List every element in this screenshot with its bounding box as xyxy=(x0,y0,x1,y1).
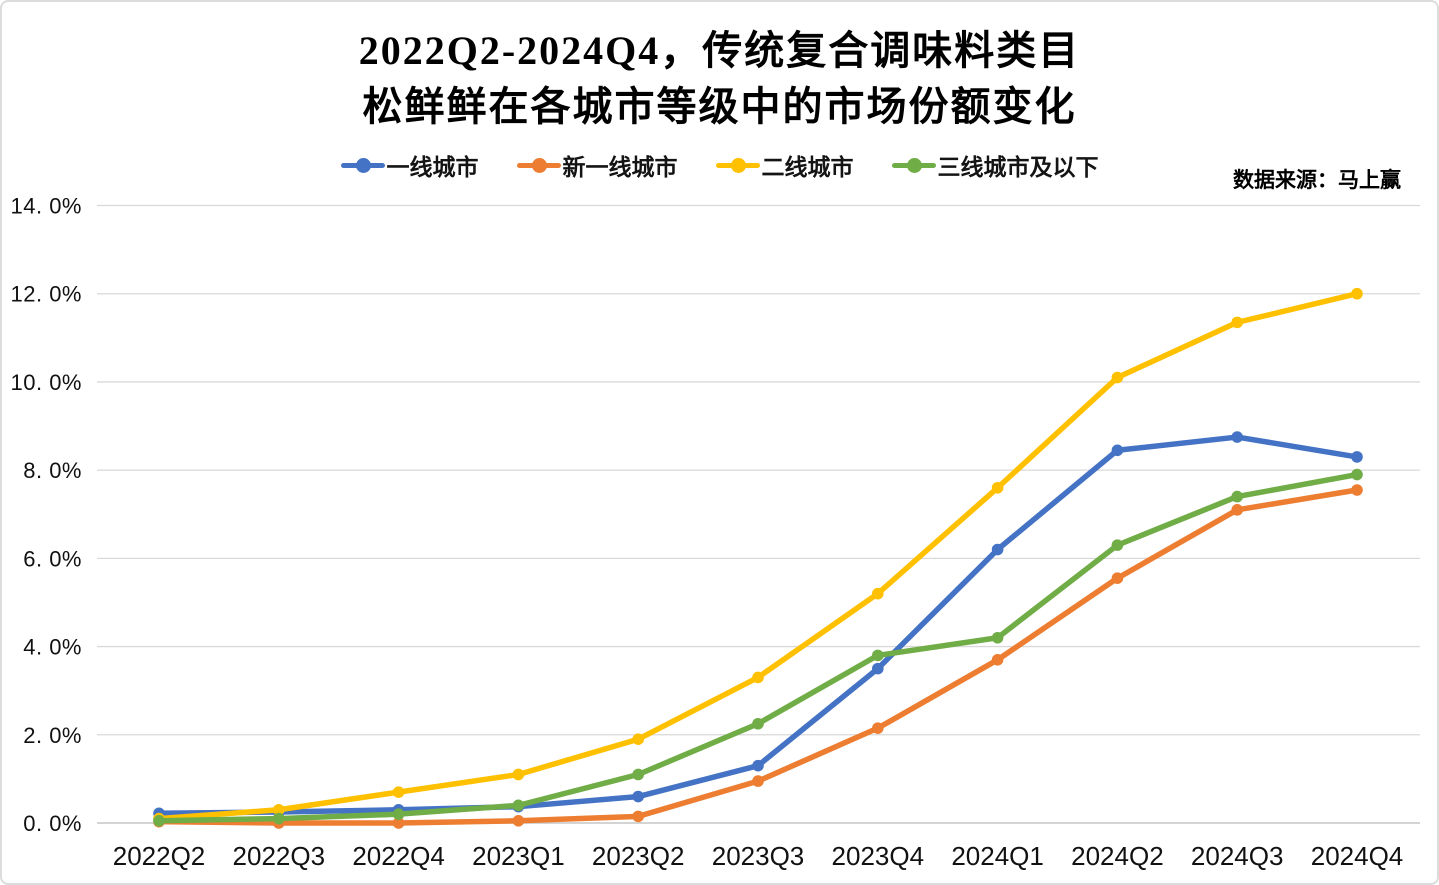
data-point-三线城市及以下-2024Q4 xyxy=(1351,468,1363,481)
chart-title-line1: 2022Q2-2024Q4，传统复合调味料类目 xyxy=(358,28,1081,73)
legend-line-dot-icon xyxy=(715,157,760,173)
x-axis-tick-label: 2023Q3 xyxy=(712,841,805,871)
x-axis-tick-label: 2024Q2 xyxy=(1071,841,1164,871)
x-axis-tick-label: 2024Q3 xyxy=(1191,841,1284,871)
legend-line-dot-icon xyxy=(516,157,561,173)
data-point-二线城市-2023Q1 xyxy=(512,768,525,781)
legend-label: 二线城市 xyxy=(761,155,854,180)
legend-item-新一线城市: 新一线城市 xyxy=(516,148,678,182)
data-point-三线城市及以下-2023Q1 xyxy=(512,799,525,812)
data-point-一线城市-2023Q3 xyxy=(752,759,764,772)
data-point-二线城市-2023Q2 xyxy=(632,733,644,745)
legend: 一线城市 新一线城市 二线城市 三线城市及以下 xyxy=(2,148,1437,182)
legend-label: 一线城市 xyxy=(386,155,479,180)
x-axis-tick-label: 2024Q4 xyxy=(1311,841,1404,871)
y-axis-tick-label: 14. 0% xyxy=(11,194,83,219)
data-point-三线城市及以下-2023Q3 xyxy=(752,717,764,730)
chart-title-line2: 松鲜鲜在各城市等级中的市场份额变化 xyxy=(362,84,1077,129)
data-point-二线城市-2022Q3 xyxy=(273,803,285,816)
x-axis-tick-label: 2023Q4 xyxy=(832,841,925,871)
y-axis-tick-label: 2. 0% xyxy=(23,723,82,748)
data-point-新一线城市-2023Q4 xyxy=(872,722,884,734)
data-point-新一线城市-2023Q3 xyxy=(752,775,764,787)
x-axis-tick-label: 2022Q4 xyxy=(352,841,445,871)
data-point-新一线城市-2024Q4 xyxy=(1351,484,1363,496)
data-point-二线城市-2024Q4 xyxy=(1351,287,1363,300)
legend-label: 新一线城市 xyxy=(562,155,678,180)
y-axis-tick-label: 6. 0% xyxy=(23,546,82,571)
legend-item-三线城市及以下: 三线城市及以下 xyxy=(891,148,1099,182)
data-point-新一线城市-2024Q3 xyxy=(1231,504,1243,516)
x-axis-tick-label: 2023Q2 xyxy=(592,841,685,871)
data-point-二线城市-2022Q4 xyxy=(392,786,405,798)
data-point-三线城市及以下-2024Q2 xyxy=(1111,539,1124,551)
legend-item-二线城市: 二线城市 xyxy=(715,148,854,182)
data-point-一线城市-2024Q4 xyxy=(1351,451,1363,463)
data-point-三线城市及以下-2022Q3 xyxy=(273,812,285,825)
legend-line-dot-icon xyxy=(891,157,936,173)
data-point-二线城市-2024Q1 xyxy=(991,481,1004,494)
data-point-三线城市及以下-2023Q2 xyxy=(632,768,644,781)
x-axis-tick-label: 2023Q1 xyxy=(472,841,565,871)
data-point-新一线城市-2024Q2 xyxy=(1111,572,1124,585)
y-axis-tick-label: 12. 0% xyxy=(11,282,83,307)
data-point-三线城市及以下-2024Q1 xyxy=(991,631,1004,644)
data-point-三线城市及以下-2023Q4 xyxy=(872,649,884,662)
x-axis-tick-label: 2022Q2 xyxy=(113,841,206,871)
series-line-一线城市 xyxy=(156,434,1360,817)
data-point-新一线城市-2023Q2 xyxy=(632,810,644,823)
x-axis-tick-label: 2024Q1 xyxy=(951,841,1044,871)
data-point-新一线城市-2023Q1 xyxy=(512,814,525,827)
legend-item-一线城市: 一线城市 xyxy=(340,148,479,182)
data-point-新一线城市-2022Q4 xyxy=(392,817,405,829)
data-point-一线城市-2023Q4 xyxy=(872,662,884,675)
y-axis-tick-label: 8. 0% xyxy=(23,458,82,483)
data-point-二线城市-2024Q2 xyxy=(1111,371,1124,384)
data-point-一线城市-2024Q2 xyxy=(1111,444,1124,457)
y-axis-tick-label: 0. 0% xyxy=(23,811,82,836)
data-point-三线城市及以下-2022Q4 xyxy=(392,808,405,820)
data-source-note: 数据来源：马上赢 xyxy=(1233,168,1401,192)
y-axis-tick-label: 10. 0% xyxy=(11,370,83,395)
data-point-二线城市-2024Q3 xyxy=(1231,316,1243,329)
data-point-二线城市-2023Q3 xyxy=(752,671,764,684)
data-point-新一线城市-2024Q1 xyxy=(991,654,1004,666)
data-point-二线城市-2023Q4 xyxy=(872,587,884,600)
data-point-一线城市-2023Q2 xyxy=(632,790,644,803)
y-axis-tick-label: 4. 0% xyxy=(23,635,82,660)
legend-label: 三线城市及以下 xyxy=(937,155,1099,180)
data-point-一线城市-2024Q3 xyxy=(1231,431,1243,443)
series-line-二线城市 xyxy=(156,290,1360,822)
data-point-三线城市及以下-2022Q2 xyxy=(153,814,165,827)
legend-line-dot-icon xyxy=(340,157,385,173)
data-point-一线城市-2024Q1 xyxy=(991,543,1004,556)
x-axis-tick-label: 2022Q3 xyxy=(233,841,326,871)
series-line-新一线城市 xyxy=(156,487,1360,826)
data-point-三线城市及以下-2024Q3 xyxy=(1231,490,1243,503)
